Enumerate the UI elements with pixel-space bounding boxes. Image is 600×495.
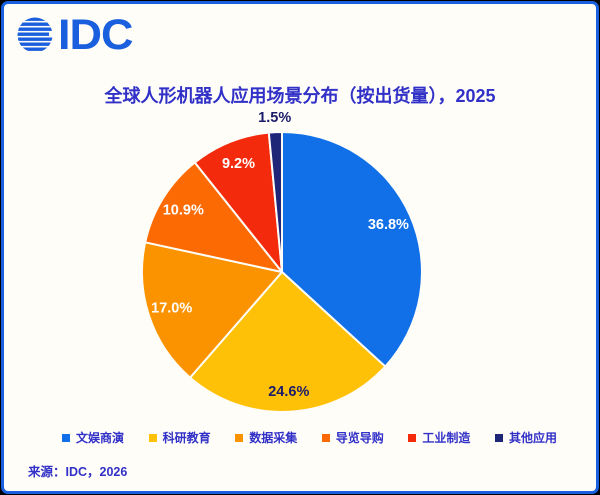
- legend-label: 工业制造: [422, 431, 471, 445]
- legend-label: 科研教育: [162, 431, 211, 445]
- legend-item: 工业制造: [408, 429, 470, 446]
- pie-slice-label: 10.9%: [163, 203, 204, 219]
- legend-item: 数据采集: [235, 429, 297, 446]
- pie-slice-6: [267, 130, 283, 273]
- pie-slice-label: 9.2%: [222, 156, 255, 172]
- pie-slice-label: 24.6%: [268, 384, 309, 400]
- legend-swatch-icon: [235, 433, 244, 442]
- chart-title: 全球人形机器人应用场景分布（按出货量），2025: [104, 86, 496, 106]
- pie-slice-3: [141, 241, 283, 379]
- idc-logo: IDC: [16, 12, 133, 57]
- idc-globe-icon: [17, 17, 53, 51]
- pie-slice-1: [281, 131, 423, 368]
- legend-swatch-icon: [321, 433, 330, 442]
- legend-label: 导览导购: [335, 431, 384, 445]
- pie-slice-label: 17.0%: [151, 301, 192, 317]
- chart-legend: 文娱商演 科研教育 数据采集 导览导购 工业制造 其他应用: [62, 429, 557, 446]
- source-note: 来源：IDC，2026: [28, 465, 128, 479]
- legend-label: 其他应用: [508, 431, 557, 445]
- idc-logo-text: IDC: [58, 10, 133, 59]
- pie-slice-5: [193, 131, 283, 273]
- pie-slice-2: [189, 271, 387, 413]
- legend-label: 数据采集: [249, 431, 298, 445]
- legend-item: 文娱商演: [62, 429, 124, 446]
- legend-swatch-icon: [494, 433, 503, 442]
- legend-swatch-icon: [408, 433, 417, 442]
- legend-item: 其他应用: [494, 429, 557, 446]
- legend-item: 导览导购: [321, 429, 384, 446]
- pie-slice-4: [144, 161, 283, 273]
- pie-slice-label: 36.8%: [368, 217, 409, 233]
- legend-swatch-icon: [62, 433, 70, 442]
- legend-swatch-icon: [148, 433, 157, 442]
- legend-label: 文娱商演: [76, 431, 125, 445]
- legend-item: 科研教育: [148, 429, 211, 446]
- pie-slice-label: 1.5%: [258, 110, 291, 126]
